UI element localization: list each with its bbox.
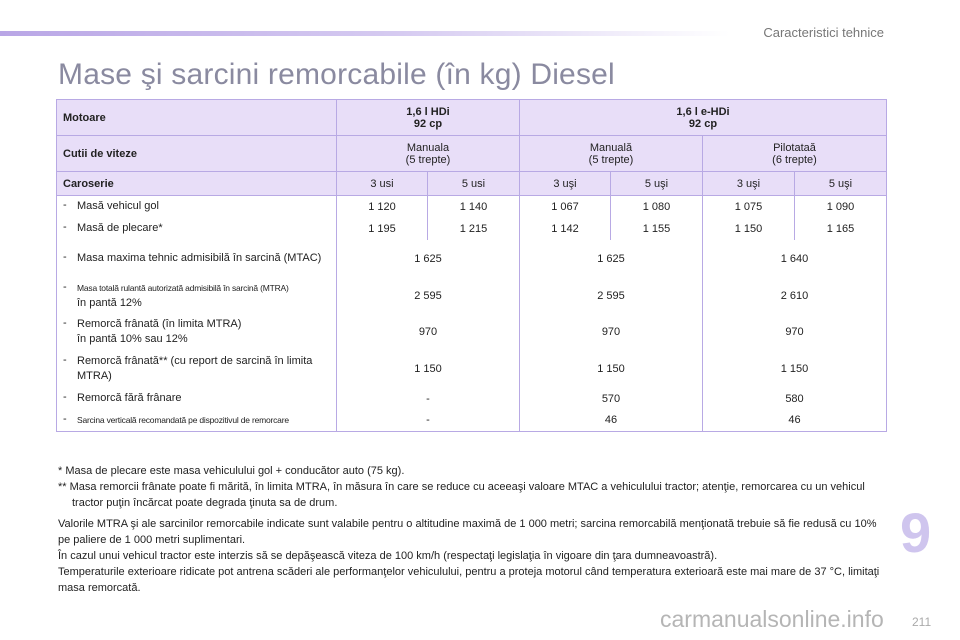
- value-cell: -: [336, 387, 520, 410]
- chapter-number: 9: [900, 501, 932, 564]
- gearbox-cell: Manuală (5 trepte): [519, 135, 703, 172]
- table-row: - Remorcă frânată (în limita MTRA) în pant…: [56, 313, 887, 350]
- value-cell: 1 640: [702, 239, 887, 278]
- value-cell: 1 150: [336, 349, 520, 388]
- value-cell: 1 215: [427, 217, 520, 240]
- row-label: - Masă vehicul gol: [56, 195, 337, 218]
- row-label: - Remorcă frânată** (cu report de sarcină…: [56, 349, 337, 388]
- top-accent-bar: [0, 31, 730, 36]
- row-label: - Masă de plecare*: [56, 217, 337, 240]
- value-cell: 1 155: [610, 217, 703, 240]
- engine-power: 92 cp: [688, 117, 718, 130]
- value-cell: 1 195: [336, 217, 428, 240]
- note-paragraph: Temperaturile exterioare ridicate pot an…: [58, 566, 880, 595]
- tow-mass-table: Motoare 1,6 l HDi 92 cp 1,6 l e-HDi 92 c…: [56, 99, 887, 432]
- engine-power: 92 cp: [413, 117, 443, 130]
- table-row: - Masa totală rulantă autorizată admisibi…: [56, 277, 887, 314]
- value-cell: 1 140: [427, 195, 520, 218]
- table-row: - Masa maxima tehnic admisibilă în sarcin…: [56, 239, 887, 278]
- engine-name: 1,6 l e-HDi: [676, 105, 730, 118]
- engines-row: Motoare 1,6 l HDi 92 cp 1,6 l e-HDi 92 c…: [56, 99, 887, 136]
- gearbox-steps: (6 trepte): [772, 153, 817, 166]
- row-label: - Remorcă fără frânare: [56, 387, 337, 410]
- value-cell: 970: [336, 313, 520, 350]
- table-row: - Remorcă fără frânare - 570 580: [56, 387, 887, 410]
- value-cell: 46: [519, 409, 703, 432]
- footnotes: * Masa de plecare este masa vehiculului …: [58, 463, 888, 597]
- body-cell: 3 uşi: [702, 171, 795, 196]
- body-cell: 3 usi: [336, 171, 428, 196]
- value-cell: 580: [702, 387, 887, 410]
- engine-cell: 1,6 l HDi 92 cp: [336, 99, 520, 136]
- note-paragraph: În cazul unui vehicul tractor este inter…: [58, 550, 718, 563]
- gearbox-type: Pilotataă: [773, 141, 816, 154]
- value-cell: 970: [519, 313, 703, 350]
- value-cell: 2 595: [519, 277, 703, 314]
- value-cell: 970: [702, 313, 887, 350]
- gearbox-type: Manuală: [589, 141, 633, 154]
- value-cell: 1 142: [519, 217, 611, 240]
- value-cell: 1 080: [610, 195, 703, 218]
- page-title: Mase şi sarcini remorcabile (în kg) Dies…: [58, 58, 615, 91]
- gearbox-label: Cutii de viteze: [56, 135, 337, 172]
- body-cell: 5 uşi: [610, 171, 703, 196]
- row-label: - Sarcina verticală recomandată pe dispoz…: [56, 409, 337, 432]
- body-cell: 5 uşi: [794, 171, 887, 196]
- body-row: Caroserie 3 usi 5 usi 3 uşi 5 uşi 3 uşi …: [56, 171, 887, 196]
- gearbox-row: Cutii de viteze Manuala (5 trepte) Manua…: [56, 135, 887, 172]
- row-label: - Remorcă frânată (în limita MTRA) în pant…: [56, 313, 337, 350]
- row-label: - Masa totală rulantă autorizată admisibi…: [56, 277, 337, 314]
- table-row: - Remorcă frânată** (cu report de sarcină…: [56, 349, 887, 388]
- engine-cell: 1,6 l e-HDi 92 cp: [519, 99, 887, 136]
- value-cell: -: [336, 409, 520, 432]
- value-cell: 1 150: [702, 217, 795, 240]
- value-cell: 46: [702, 409, 887, 432]
- value-cell: 1 150: [519, 349, 703, 388]
- body-label: Caroserie: [56, 171, 337, 196]
- footnote: ** Masa remorcii frânate poate fi mărită…: [58, 481, 865, 510]
- value-cell: 570: [519, 387, 703, 410]
- value-cell: 1 165: [794, 217, 887, 240]
- body-cell: 3 uşi: [519, 171, 611, 196]
- page-number: 211: [912, 615, 932, 629]
- value-cell: 2 610: [702, 277, 887, 314]
- watermark: carmanualsonline.info: [660, 606, 884, 632]
- gearbox-steps: (5 trepte): [588, 153, 634, 166]
- gearbox-steps: (5 trepte): [405, 153, 451, 166]
- section-title: Caracteristici tehnice: [763, 25, 884, 40]
- table-row: - Sarcina verticală recomandată pe dispoz…: [56, 409, 887, 432]
- footnote: * Masa de plecare este masa vehiculului …: [58, 465, 405, 477]
- value-cell: 1 120: [336, 195, 428, 218]
- gearbox-cell: Manuala (5 trepte): [336, 135, 520, 172]
- table-row: - Masă de plecare* 1 195 1 215 1 142 1 15…: [56, 217, 887, 240]
- value-cell: 1 067: [519, 195, 611, 218]
- value-cell: 2 595: [336, 277, 520, 314]
- gearbox-cell: Pilotataă (6 trepte): [702, 135, 887, 172]
- value-cell: 1 090: [794, 195, 887, 218]
- value-cell: 1 625: [336, 239, 520, 278]
- engines-label: Motoare: [56, 99, 337, 136]
- gearbox-type: Manuala: [406, 141, 450, 154]
- value-cell: 1 150: [702, 349, 887, 388]
- row-label: - Masa maxima tehnic admisibilă în sarcin…: [56, 239, 337, 278]
- value-cell: 1 625: [519, 239, 703, 278]
- engine-name: 1,6 l HDi: [406, 105, 450, 118]
- note-paragraph: Valorile MTRA şi ale sarcinilor remorcab…: [58, 517, 877, 546]
- body-cell: 5 usi: [427, 171, 520, 196]
- table-row: - Masă vehicul gol 1 120 1 140 1 067 1 08…: [56, 195, 887, 218]
- value-cell: 1 075: [702, 195, 795, 218]
